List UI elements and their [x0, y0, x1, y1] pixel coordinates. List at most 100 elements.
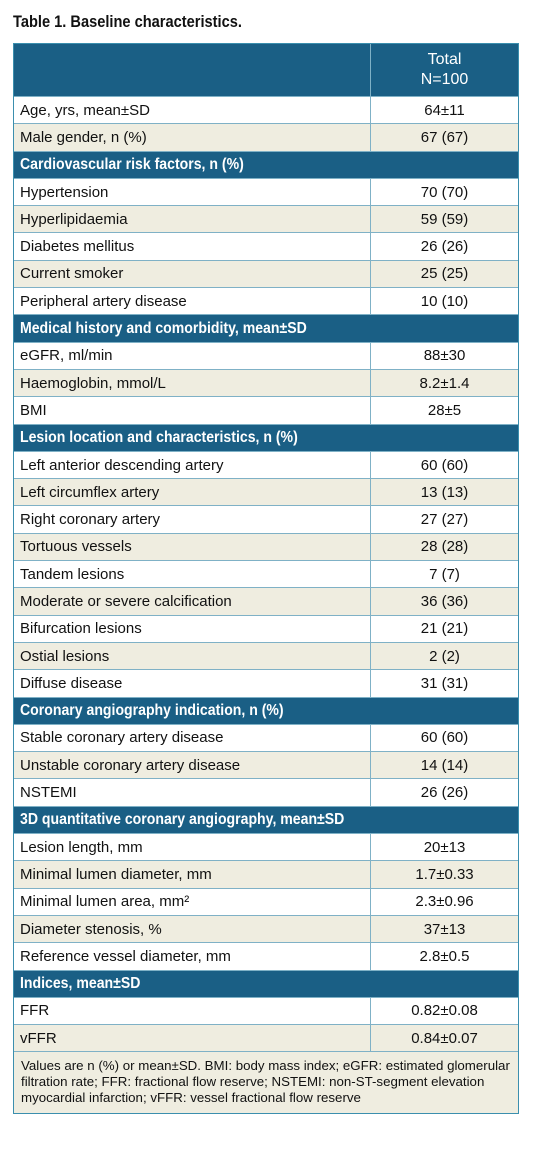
- row-label: Right coronary artery: [14, 506, 371, 533]
- row-label: Reference vessel diameter, mm: [14, 943, 371, 970]
- table-header: Total N=100: [14, 44, 518, 97]
- header-total-cell: Total N=100: [371, 44, 518, 96]
- section-header: Cardiovascular risk factors, n (%): [14, 151, 518, 179]
- row-value: 31 (31): [420, 674, 469, 692]
- section-header: Lesion location and characteristics, n (…: [14, 424, 518, 452]
- row-value: 2 (2): [429, 647, 460, 665]
- table-footnote: Values are n (%) or mean±SD. BMI: body m…: [14, 1052, 518, 1114]
- row-value: 28 (28): [420, 538, 469, 556]
- row-value: 59 (59): [420, 210, 469, 228]
- row-value: 60 (60): [420, 456, 469, 474]
- section-header: Indices, mean±SD: [14, 970, 518, 998]
- table-row: NSTEMI 26 (26): [14, 779, 518, 807]
- header-label-cell: [14, 44, 371, 96]
- table-title: Table 1. Baseline characteristics.: [13, 12, 242, 31]
- table-row: Age, yrs, mean±SD 64±11: [14, 97, 518, 125]
- row-value: 26 (26): [420, 784, 469, 802]
- row-value: 10 (10): [420, 292, 469, 310]
- table-row: BMI 28±5: [14, 397, 518, 425]
- row-label: NSTEMI: [14, 779, 371, 806]
- row-label: Diameter stenosis, %: [14, 915, 371, 943]
- row-value: 0.82±0.08: [411, 1002, 478, 1020]
- row-value: 13 (13): [420, 483, 469, 501]
- table-row: Tandem lesions 7 (7): [14, 561, 518, 589]
- row-label: Age, yrs, mean±SD: [14, 97, 371, 124]
- row-label: Moderate or severe calcification: [14, 588, 371, 615]
- table-row: Minimal lumen area, mm² 2.3±0.96: [14, 888, 518, 916]
- row-value: 37±13: [423, 920, 466, 938]
- row-label: Peripheral artery disease: [14, 288, 371, 315]
- row-value: 20±13: [423, 838, 466, 856]
- row-label: Bifurcation lesions: [14, 615, 371, 642]
- row-label: Diffuse disease: [14, 670, 371, 697]
- row-label: Hypertension: [14, 178, 371, 206]
- table-row: FFR 0.82±0.08: [14, 997, 518, 1026]
- table-row: Lesion length, mm 20±13: [14, 834, 518, 862]
- row-label: Haemoglobin, mmol/L: [14, 369, 371, 397]
- table-row: Male gender, n (%) 67 (67): [14, 124, 518, 152]
- row-value: 36 (36): [420, 592, 469, 610]
- table-row: Hyperlipidaemia 59 (59): [14, 206, 518, 234]
- row-label: Stable coronary artery disease: [14, 724, 371, 752]
- section-title: Cardiovascular risk factors, n (%): [20, 155, 244, 173]
- row-value: 67 (67): [420, 128, 469, 146]
- row-value: 25 (25): [420, 265, 469, 283]
- table-row: Reference vessel diameter, mm 2.8±0.5: [14, 943, 518, 971]
- table-row: Diameter stenosis, % 37±13: [14, 915, 518, 944]
- row-label: Tandem lesions: [14, 561, 371, 588]
- header-n-label: N=100: [420, 71, 469, 88]
- row-label: BMI: [14, 397, 371, 424]
- table-body: Age, yrs, mean±SD 64±11 Male gender, n (%)…: [14, 97, 518, 1053]
- row-label: eGFR, ml/min: [14, 342, 371, 369]
- row-label: Minimal lumen area, mm²: [14, 888, 371, 915]
- table-row: Left circumflex artery 13 (13): [14, 479, 518, 507]
- section-header: 3D quantitative coronary angiography, me…: [14, 806, 518, 835]
- section-title: Indices, mean±SD: [20, 974, 141, 992]
- row-label: Hyperlipidaemia: [14, 206, 371, 233]
- section-title: Coronary angiography indication, n (%): [20, 701, 284, 719]
- row-value: 2.8±0.5: [419, 947, 470, 965]
- row-value: 8.2±1.4: [419, 374, 470, 392]
- baseline-characteristics-table: Total N=100 Age, yrs, mean±SD 64±11 Male g…: [13, 43, 519, 1115]
- table-row: Minimal lumen diameter, mm 1.7±0.33: [14, 861, 518, 889]
- table-row: Right coronary artery 27 (27): [14, 506, 518, 534]
- table-row: Diffuse disease 31 (31): [14, 670, 518, 698]
- table-row: Diabetes mellitus 26 (26): [14, 233, 518, 261]
- section-header: Medical history and comorbidity, mean±SD: [14, 315, 518, 343]
- row-value: 21 (21): [420, 620, 469, 638]
- section-title: 3D quantitative coronary angiography, me…: [20, 810, 345, 828]
- row-label: FFR: [14, 997, 371, 1025]
- row-value: 2.3±0.96: [415, 893, 474, 911]
- row-label: Unstable coronary artery disease: [14, 752, 371, 779]
- table-row: vFFR 0.84±0.07: [14, 1025, 518, 1053]
- row-value: 1.7±0.33: [415, 865, 474, 883]
- row-label: Minimal lumen diameter, mm: [14, 861, 371, 888]
- table-row: Haemoglobin, mmol/L 8.2±1.4: [14, 369, 518, 398]
- row-label: Lesion length, mm: [14, 834, 371, 861]
- table-row: Peripheral artery disease 10 (10): [14, 288, 518, 316]
- row-value: 88±30: [423, 347, 466, 365]
- row-value: 0.84±0.07: [411, 1029, 478, 1047]
- row-value: 70 (70): [420, 183, 469, 201]
- row-label: Left circumflex artery: [14, 479, 371, 506]
- table-row: Left anterior descending artery 60 (60): [14, 451, 518, 480]
- table-row: Bifurcation lesions 21 (21): [14, 615, 518, 643]
- row-label: Ostial lesions: [14, 642, 371, 670]
- header-total-label: Total: [427, 51, 462, 68]
- table-row: Tortuous vessels 28 (28): [14, 533, 518, 562]
- table-row: eGFR, ml/min 88±30: [14, 342, 518, 370]
- row-label: Tortuous vessels: [14, 533, 371, 561]
- table-row: Ostial lesions 2 (2): [14, 642, 518, 671]
- table-row: Moderate or severe calcification 36 (36): [14, 588, 518, 616]
- row-value: 7 (7): [429, 565, 460, 583]
- row-value: 64±11: [424, 101, 465, 119]
- table-row: Current smoker 25 (25): [14, 260, 518, 289]
- row-label: Male gender, n (%): [14, 124, 371, 151]
- section-header: Coronary angiography indication, n (%): [14, 697, 518, 725]
- row-value: 60 (60): [420, 729, 469, 747]
- row-value: 28±5: [427, 401, 462, 419]
- section-title: Medical history and comorbidity, mean±SD: [20, 319, 307, 337]
- row-value: 27 (27): [420, 511, 469, 529]
- row-label: Current smoker: [14, 260, 371, 288]
- row-label: Left anterior descending artery: [14, 451, 371, 479]
